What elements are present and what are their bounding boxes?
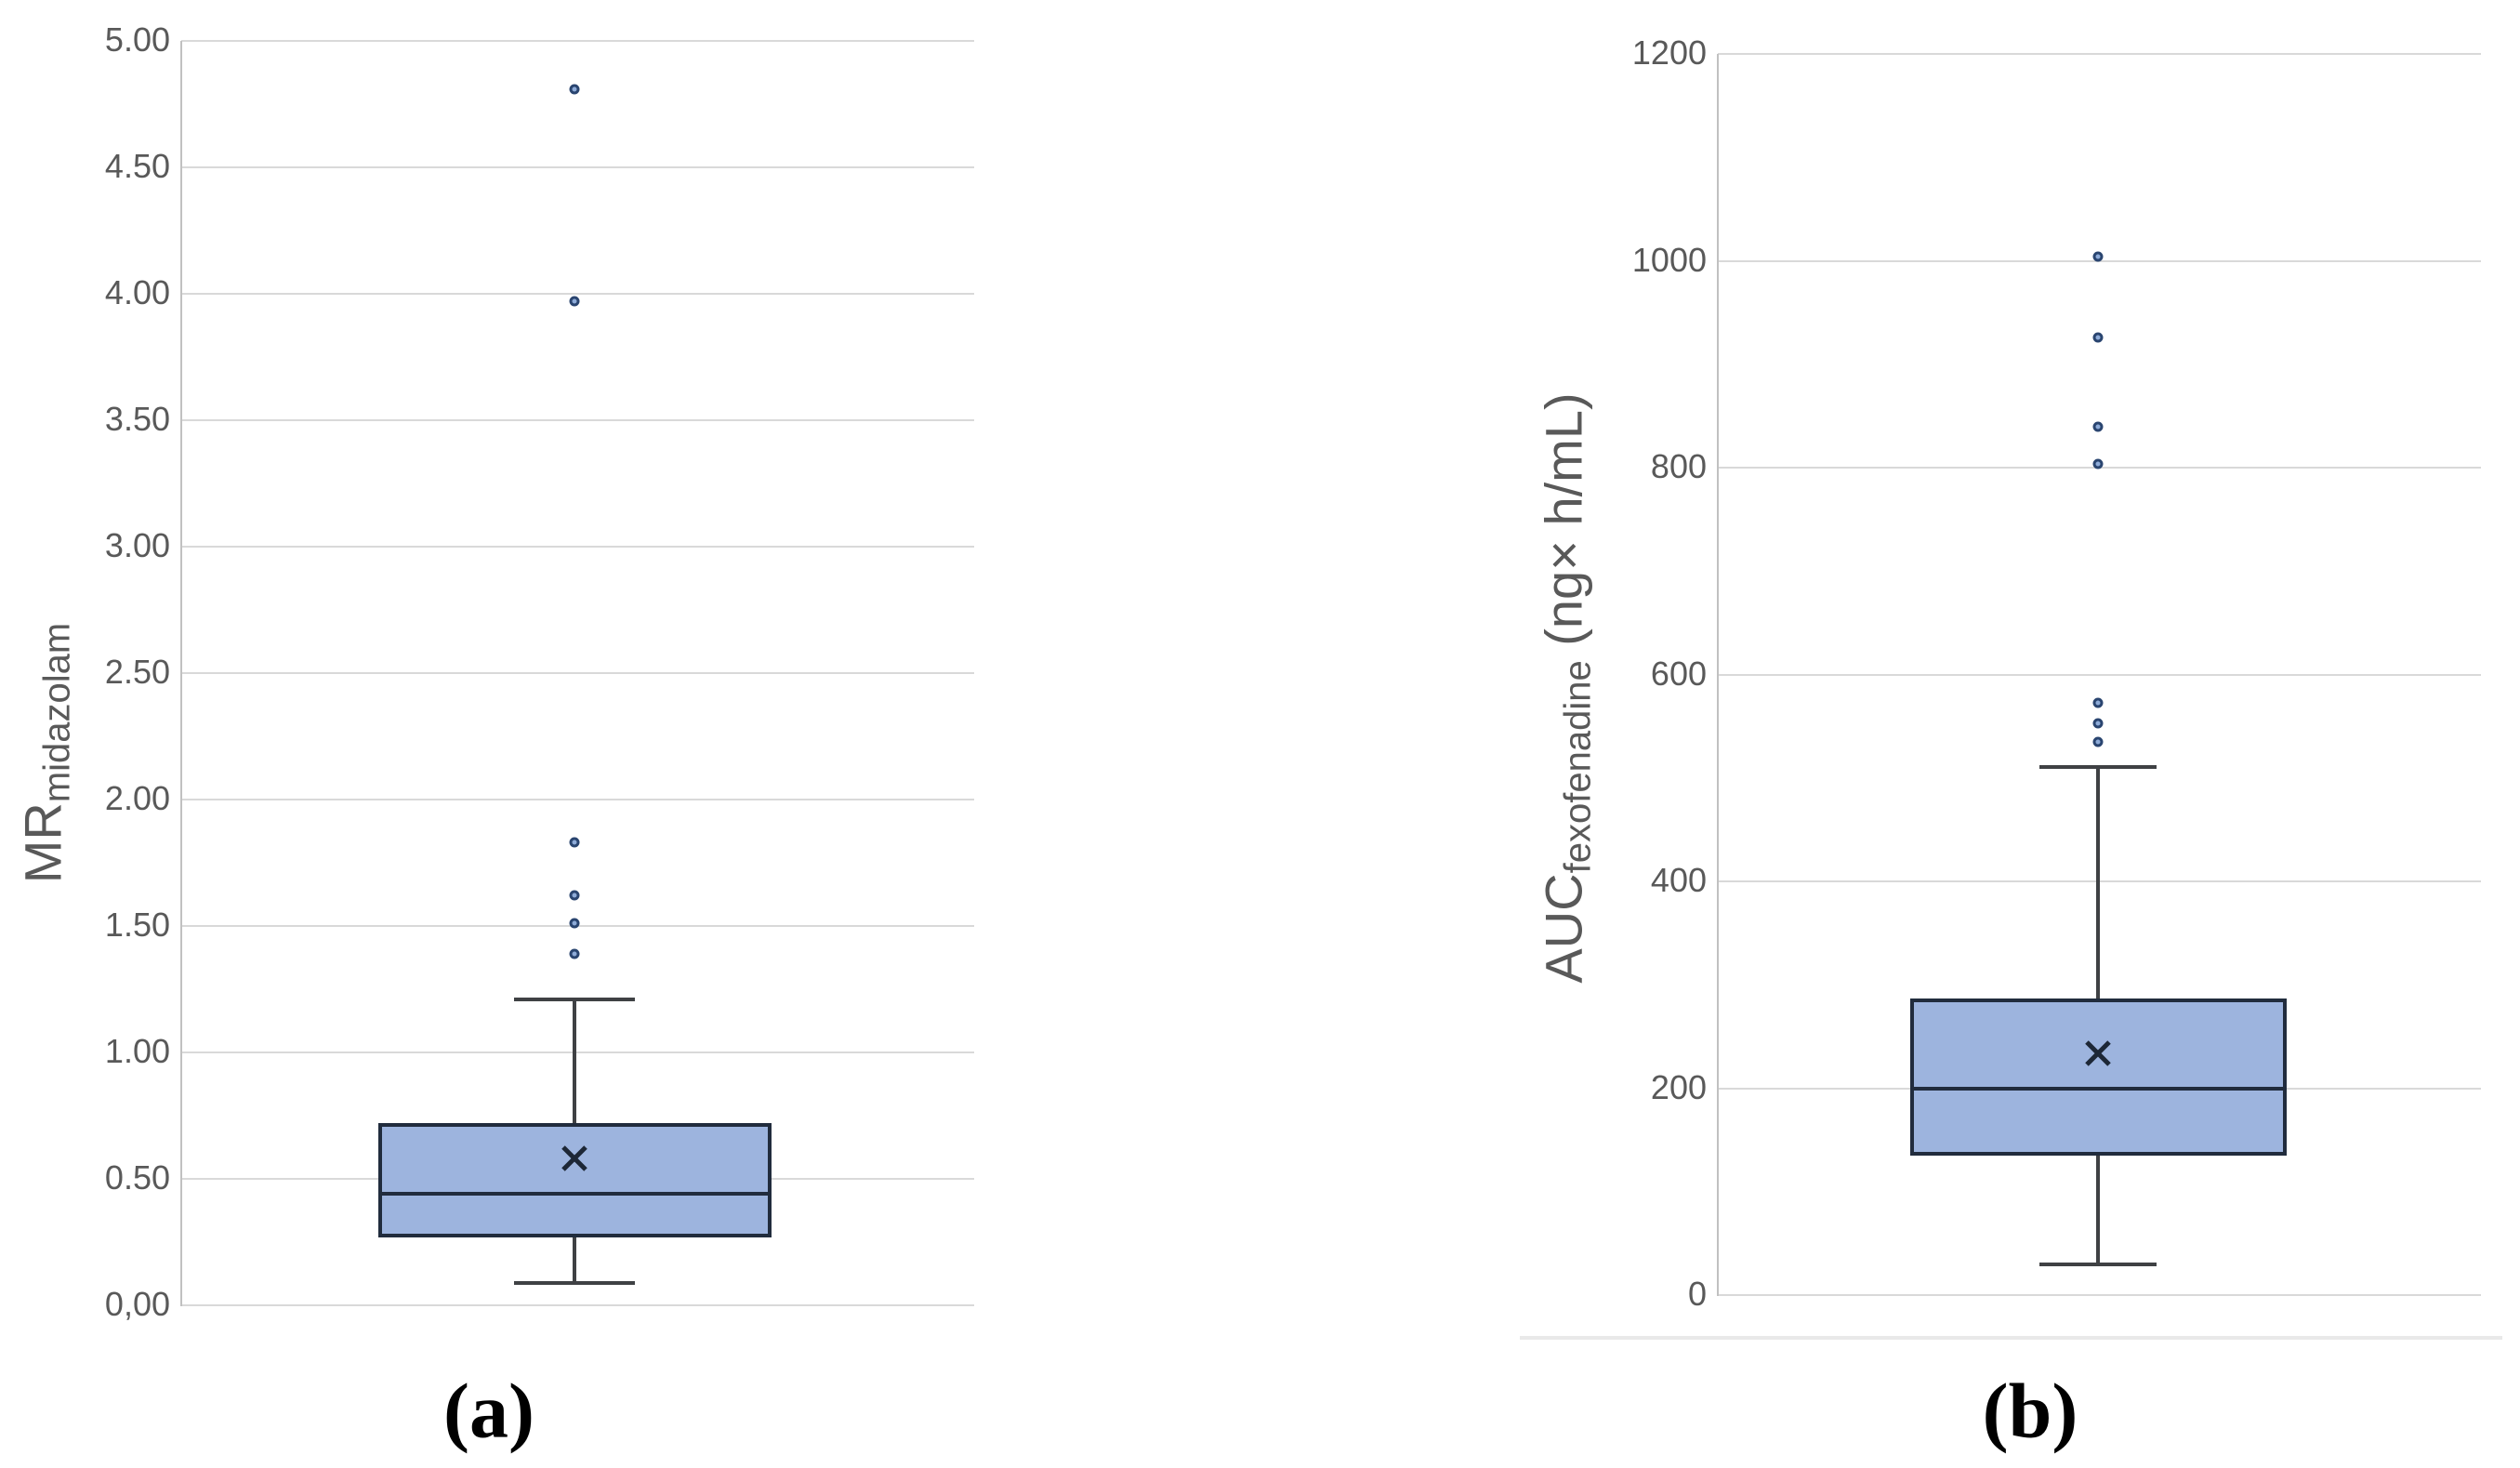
box <box>378 1123 772 1237</box>
plot-bottom-border <box>1520 1336 2502 1340</box>
outlier-point <box>569 837 580 848</box>
y-tick-label: 2.50 <box>104 653 170 692</box>
mean-x-marker <box>2083 1038 2113 1068</box>
y-tick-label: 1000 <box>1631 240 1707 279</box>
y-tick-label: 3.00 <box>104 526 170 565</box>
outlier-point <box>2092 697 2104 708</box>
outlier-point <box>569 948 580 959</box>
gridline <box>1718 673 2481 676</box>
gridline <box>1718 53 2481 55</box>
whisker-cap-lower <box>2039 1262 2157 1266</box>
y-tick-label: 5.00 <box>104 20 170 60</box>
y-tick-label: 1.50 <box>104 906 170 945</box>
gridline <box>181 672 974 674</box>
y-tick-label: 1200 <box>1631 33 1707 73</box>
whisker-line-lower <box>2096 1155 2100 1264</box>
y-tick-label: 0,00 <box>104 1285 170 1324</box>
gridline <box>181 1051 974 1053</box>
y-tick-label: 200 <box>1650 1067 1707 1106</box>
y-axis-line <box>180 41 182 1306</box>
box <box>1910 998 2287 1156</box>
outlier-point <box>2092 718 2104 729</box>
gridline <box>181 40 974 42</box>
outlier-point <box>569 84 580 95</box>
y-tick-label: 400 <box>1650 861 1707 900</box>
gridline <box>181 1304 974 1306</box>
outlier-point <box>2092 421 2104 431</box>
median-line <box>378 1192 772 1197</box>
y-axis-line <box>1717 54 1719 1296</box>
outlier-point <box>569 890 580 901</box>
whisker-line-upper <box>2096 766 2100 999</box>
gridline <box>181 546 974 548</box>
outlier-point <box>2092 251 2104 262</box>
y-tick-label: 600 <box>1650 654 1707 693</box>
panel-caption-a: (a) <box>443 1368 534 1455</box>
whisker-cap-upper <box>2039 764 2157 769</box>
y-tick-label: 4.00 <box>104 273 170 312</box>
y-tick-label: 0.50 <box>104 1158 170 1197</box>
y-tick-label: 0 <box>1687 1275 1707 1314</box>
outlier-point <box>2092 332 2104 343</box>
gridline <box>181 799 974 800</box>
outlier-point <box>2092 458 2104 469</box>
y-tick-label: 2.00 <box>104 779 170 818</box>
y-tick-label: 3.50 <box>104 400 170 439</box>
gridline <box>181 293 974 295</box>
whisker-line-lower <box>573 1237 576 1283</box>
y-tick-label: 800 <box>1650 447 1707 486</box>
y-tick-label: 4.50 <box>104 147 170 186</box>
median-line <box>1910 1086 2287 1091</box>
gridline <box>181 419 974 421</box>
whisker-line-upper <box>573 999 576 1124</box>
panel-caption-b: (b) <box>1982 1368 2078 1455</box>
outlier-point <box>569 918 580 929</box>
y-tick-label: 1.00 <box>104 1032 170 1071</box>
gridline <box>1718 1294 2481 1296</box>
whisker-cap-lower <box>514 1280 635 1285</box>
outlier-point <box>2092 736 2104 747</box>
gridline <box>181 166 974 168</box>
whisker-cap-upper <box>514 997 635 1001</box>
outlier-point <box>569 296 580 307</box>
